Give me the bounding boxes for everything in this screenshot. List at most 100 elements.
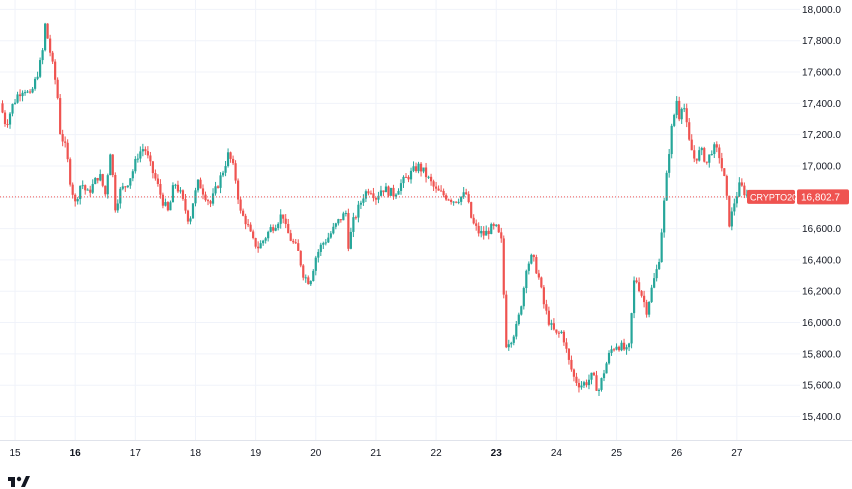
candle-body <box>698 150 701 161</box>
time-axis[interactable]: 15 16 17 18 19 20 21 22 23 24 25 26 27 <box>9 448 742 459</box>
candle-body <box>470 202 473 218</box>
candle-body <box>397 190 400 195</box>
candle-body <box>344 212 347 214</box>
candle-body <box>630 313 633 344</box>
y-tick-label: 16,000.0 <box>802 318 841 329</box>
candle-body <box>394 194 398 197</box>
candle-body <box>196 179 200 191</box>
x-tick-label: 26 <box>671 448 683 459</box>
candle-body <box>28 91 32 93</box>
candle-body <box>8 113 12 125</box>
candle-body <box>530 254 533 264</box>
candle-body <box>668 154 671 173</box>
candle-body <box>51 52 54 62</box>
candle-body <box>297 243 300 251</box>
y-tick-label: 17,800.0 <box>802 36 841 47</box>
x-tick-label: 27 <box>731 448 743 459</box>
candle-body <box>354 217 357 219</box>
candle-body <box>33 78 37 89</box>
x-tick-label: 18 <box>190 448 202 459</box>
candle-body <box>179 190 182 192</box>
candle-body <box>41 50 44 61</box>
candle-body <box>475 223 478 226</box>
tradingview-logo[interactable] <box>8 473 30 489</box>
candle-body <box>347 212 350 249</box>
price-axis[interactable]: 18,000.0 17,800.0 17,600.0 17,400.0 17,200.0… <box>802 5 841 423</box>
candle-body <box>229 152 232 159</box>
candle-body <box>384 186 388 193</box>
candle-body <box>46 23 49 39</box>
candle-body <box>369 193 373 195</box>
candle-body <box>445 195 448 200</box>
candle-body <box>314 257 317 271</box>
candle-body <box>106 175 109 195</box>
candle-body <box>427 176 430 178</box>
candle-body <box>174 184 177 186</box>
candle-body <box>236 180 240 200</box>
candle-body <box>334 223 337 227</box>
candle-body <box>502 238 505 295</box>
y-tick-label: 15,800.0 <box>802 349 841 360</box>
candle-body <box>728 195 731 227</box>
y-tick-label: 17,200.0 <box>802 130 841 141</box>
candle-body <box>176 184 180 192</box>
candle-body <box>294 242 297 244</box>
candle-body <box>111 154 114 175</box>
candle-body <box>239 199 242 211</box>
candle-body <box>467 194 470 203</box>
candle-body <box>66 142 69 160</box>
candle-body <box>307 277 310 285</box>
candle-body <box>700 148 703 151</box>
candle-body <box>695 158 698 161</box>
candle-body <box>675 100 678 115</box>
candle-body <box>500 232 503 239</box>
candle-body <box>525 270 528 289</box>
candle-body <box>465 192 468 195</box>
candle-body <box>186 210 190 222</box>
y-tick-label: 15,600.0 <box>802 381 841 392</box>
candle-body <box>151 161 154 174</box>
candle-body <box>44 23 47 51</box>
candle-body <box>562 331 566 343</box>
candle-body <box>665 172 668 201</box>
candle-body <box>610 349 613 353</box>
candle-body <box>685 108 688 123</box>
candle-body <box>570 359 573 370</box>
candle-body <box>480 230 483 234</box>
candle-body <box>359 202 363 205</box>
candle-body <box>244 215 247 225</box>
candle-body <box>537 273 540 278</box>
candle-body <box>231 158 235 164</box>
candle-body <box>389 187 393 196</box>
candle-body <box>169 202 172 211</box>
candle-body <box>540 277 543 288</box>
candle-body <box>738 182 741 197</box>
candle-body <box>171 185 175 203</box>
candle-body <box>267 231 270 239</box>
x-tick-label: 19 <box>250 448 262 459</box>
candle-body <box>552 323 555 330</box>
candle-body <box>590 372 593 380</box>
candle-body <box>119 188 122 204</box>
candle-body <box>259 243 262 249</box>
candle-body <box>224 166 227 173</box>
candle-body <box>490 224 493 234</box>
x-tick-label: 17 <box>130 448 142 459</box>
candle-body <box>645 302 648 315</box>
candle-body <box>550 323 553 325</box>
candle-body <box>189 218 192 222</box>
candle-body <box>565 342 568 349</box>
candle-body <box>11 103 14 114</box>
candle-body <box>723 168 726 177</box>
candle-body <box>703 148 706 162</box>
candle-body <box>447 199 450 201</box>
candlestick-chart: 18,000.0 17,800.0 17,600.0 17,400.0 17,200.0… <box>0 0 852 459</box>
candle-body <box>54 61 57 80</box>
candle-body <box>545 304 548 311</box>
candle-body <box>99 174 102 181</box>
candle-body <box>59 98 62 135</box>
x-tick-label: 20 <box>310 448 322 459</box>
candle-body <box>497 224 500 233</box>
candle-body <box>678 100 681 120</box>
candle-body <box>49 38 52 53</box>
